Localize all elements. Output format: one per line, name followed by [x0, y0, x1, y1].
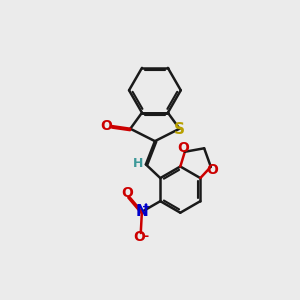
Text: O: O [121, 186, 133, 200]
Text: N: N [136, 204, 148, 219]
Text: H: H [133, 158, 144, 170]
Text: O: O [207, 163, 219, 177]
Text: S: S [174, 122, 185, 137]
Text: -: - [143, 230, 148, 244]
Text: O: O [100, 119, 112, 133]
Text: O: O [134, 230, 146, 244]
Text: +: + [142, 202, 151, 212]
Text: O: O [178, 141, 190, 155]
